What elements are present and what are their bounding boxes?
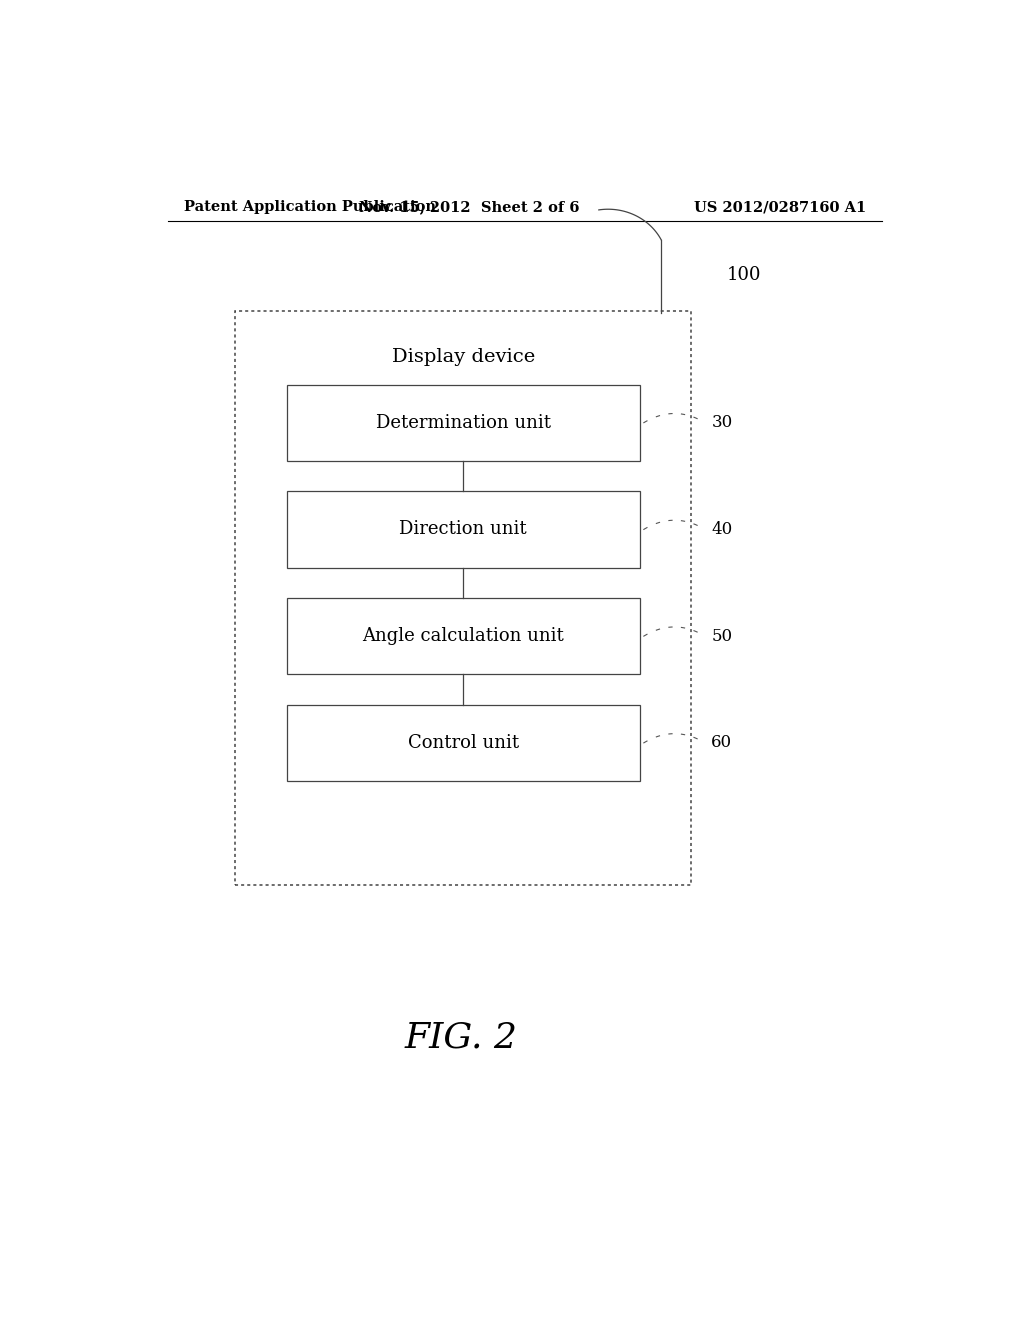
Text: Display device: Display device — [391, 347, 535, 366]
Text: US 2012/0287160 A1: US 2012/0287160 A1 — [694, 201, 866, 214]
Text: 40: 40 — [712, 521, 732, 537]
Bar — [287, 705, 640, 781]
Text: 50: 50 — [712, 627, 732, 644]
Text: Patent Application Publication: Patent Application Publication — [183, 201, 435, 214]
Text: 30: 30 — [712, 414, 732, 432]
Bar — [236, 312, 691, 886]
Bar — [287, 384, 640, 461]
Text: 60: 60 — [712, 734, 732, 751]
Bar — [287, 491, 640, 568]
Bar — [287, 598, 640, 675]
Text: Control unit: Control unit — [408, 734, 519, 752]
Text: 100: 100 — [727, 267, 762, 284]
Text: Direction unit: Direction unit — [399, 520, 527, 539]
Text: Angle calculation unit: Angle calculation unit — [362, 627, 564, 645]
Text: Determination unit: Determination unit — [376, 413, 551, 432]
Text: Nov. 15, 2012  Sheet 2 of 6: Nov. 15, 2012 Sheet 2 of 6 — [359, 201, 580, 214]
Text: FIG. 2: FIG. 2 — [404, 1020, 518, 1055]
